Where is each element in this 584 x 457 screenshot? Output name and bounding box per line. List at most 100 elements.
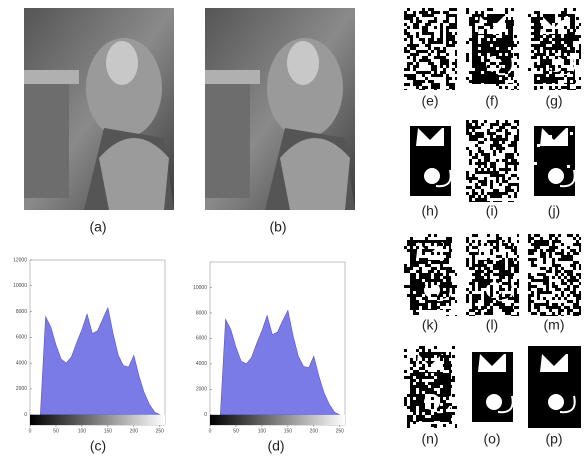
noise bbox=[496, 138, 499, 141]
noise bbox=[505, 249, 508, 252]
noise bbox=[490, 53, 493, 56]
noise bbox=[514, 80, 517, 83]
noise bbox=[434, 23, 437, 26]
noise bbox=[407, 17, 410, 20]
noise bbox=[555, 74, 558, 77]
noise bbox=[546, 267, 549, 270]
noise bbox=[487, 38, 490, 41]
noise bbox=[528, 300, 531, 303]
noise bbox=[534, 246, 537, 249]
noise bbox=[475, 165, 478, 168]
noise bbox=[478, 312, 481, 315]
noise bbox=[446, 29, 449, 32]
noise bbox=[475, 174, 478, 177]
noise bbox=[469, 132, 472, 135]
noise bbox=[446, 50, 449, 53]
noise bbox=[481, 162, 484, 165]
noise bbox=[422, 32, 425, 35]
noise bbox=[517, 141, 519, 144]
noise bbox=[469, 300, 472, 303]
noise bbox=[499, 156, 502, 159]
noise bbox=[579, 56, 581, 59]
noise bbox=[422, 59, 425, 62]
noise bbox=[543, 41, 546, 44]
noise bbox=[478, 123, 481, 126]
noise bbox=[511, 237, 514, 240]
noise bbox=[484, 8, 487, 11]
noise bbox=[437, 26, 440, 29]
noise bbox=[579, 282, 581, 285]
noise bbox=[499, 159, 502, 162]
noise bbox=[472, 243, 475, 246]
noise bbox=[410, 32, 413, 35]
noise bbox=[484, 240, 487, 243]
noise bbox=[440, 394, 443, 397]
noise bbox=[434, 421, 437, 424]
noise bbox=[443, 83, 446, 86]
noise bbox=[531, 303, 534, 306]
noise bbox=[404, 89, 407, 90]
noise bbox=[419, 285, 422, 288]
noise bbox=[466, 53, 469, 56]
noise bbox=[573, 243, 576, 246]
noise bbox=[555, 291, 558, 294]
binary-image bbox=[466, 346, 519, 428]
noise bbox=[404, 17, 407, 20]
noise bbox=[540, 56, 543, 59]
noise bbox=[484, 162, 487, 165]
noise bbox=[475, 123, 478, 126]
noise bbox=[469, 309, 472, 312]
noise bbox=[508, 89, 511, 90]
noise bbox=[561, 237, 564, 240]
noise bbox=[475, 273, 478, 276]
noise bbox=[531, 38, 534, 41]
noise bbox=[502, 147, 505, 150]
noise bbox=[475, 252, 478, 255]
noise bbox=[514, 270, 517, 273]
noise bbox=[561, 86, 564, 89]
noise bbox=[422, 379, 425, 382]
noise bbox=[431, 264, 434, 267]
noise bbox=[410, 249, 413, 252]
noise bbox=[443, 276, 446, 279]
noise bbox=[537, 312, 540, 315]
noise bbox=[502, 312, 505, 315]
photos bbox=[24, 8, 355, 210]
noise bbox=[469, 297, 472, 300]
noise bbox=[407, 394, 410, 397]
noise bbox=[481, 153, 484, 156]
noise bbox=[499, 240, 502, 243]
noise bbox=[496, 150, 499, 153]
noise bbox=[534, 273, 537, 276]
noise bbox=[511, 261, 514, 264]
noise bbox=[561, 71, 564, 74]
noise bbox=[549, 237, 552, 240]
noise bbox=[446, 288, 449, 291]
noise bbox=[410, 370, 413, 373]
noise bbox=[508, 77, 511, 80]
noise bbox=[549, 35, 552, 38]
noise bbox=[534, 23, 537, 26]
noise bbox=[567, 68, 570, 71]
noise bbox=[425, 50, 428, 53]
noise bbox=[449, 11, 452, 14]
noise bbox=[499, 246, 502, 249]
noise bbox=[564, 50, 567, 53]
noise bbox=[475, 77, 478, 80]
noise bbox=[413, 86, 416, 89]
noise bbox=[407, 47, 410, 50]
noise bbox=[514, 183, 517, 186]
noise bbox=[555, 17, 558, 20]
noise bbox=[517, 41, 519, 44]
noise bbox=[425, 234, 428, 237]
noise bbox=[514, 38, 517, 41]
noise bbox=[452, 285, 455, 288]
table-top bbox=[24, 70, 79, 84]
noise bbox=[496, 291, 499, 294]
noise bbox=[496, 177, 499, 180]
noise bbox=[443, 20, 446, 23]
noise bbox=[481, 189, 484, 192]
histogram-area bbox=[40, 306, 161, 416]
noise bbox=[443, 8, 446, 11]
noise bbox=[478, 309, 481, 312]
